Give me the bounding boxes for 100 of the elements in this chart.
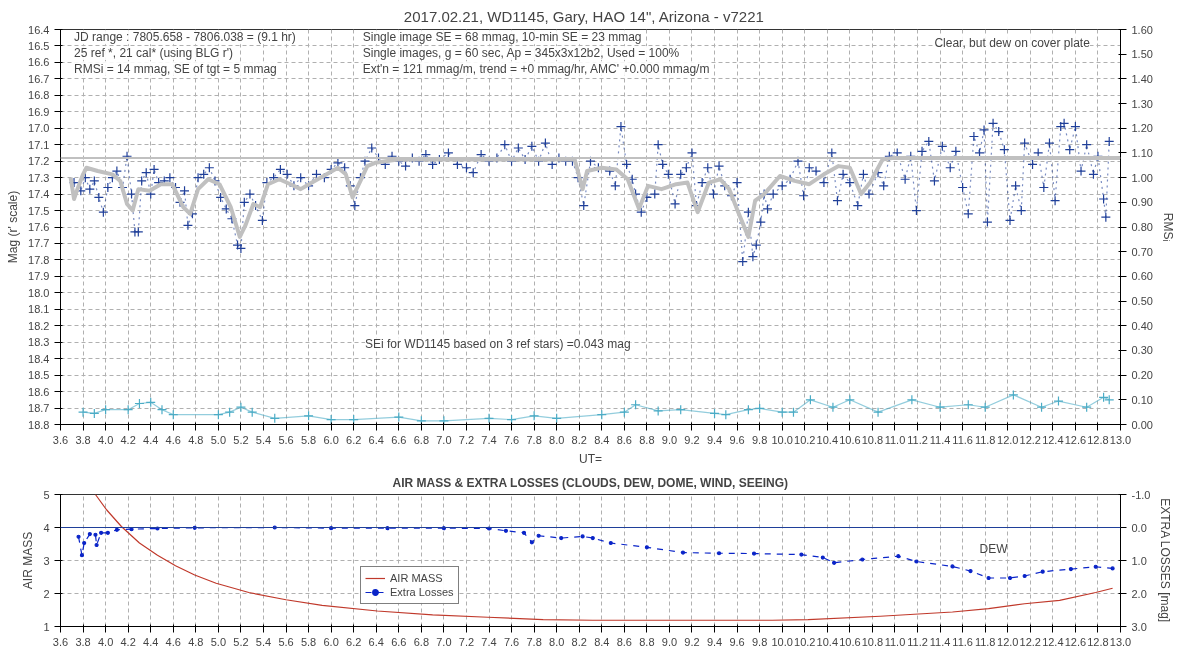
x-tick-label: 11.0 (884, 635, 906, 648)
y-tick-label: 17.2 (28, 155, 50, 168)
point (1110, 566, 1115, 571)
x-tick-label: 13.0 (1109, 433, 1132, 446)
y-tick-label: 16.4 (28, 23, 50, 36)
x-tick-label: 7.4 (481, 635, 497, 648)
y-tick-label: 5 (43, 488, 50, 501)
x-tick-label: 10.8 (861, 635, 884, 648)
annotation: JD range : 7805.658 - 7806.038 = (9.1 hr) (74, 30, 296, 45)
y-tick-label: 18.7 (28, 402, 50, 415)
x-tick-label: 7.8 (526, 635, 542, 648)
x-axis-title: UT= (579, 451, 603, 466)
point (536, 533, 541, 538)
x-tick-label: 10.2 (794, 433, 816, 446)
y2-tick-label: 1.60 (1131, 23, 1153, 36)
point (326, 414, 337, 425)
point (872, 407, 884, 418)
x-tick-label: 3.8 (75, 635, 91, 648)
y-tick-label: 1 (43, 620, 50, 633)
point (896, 554, 901, 559)
annotation: Single image SE = 68 mmag, 10-min SE = 23 mmag (362, 30, 642, 45)
point (438, 415, 449, 425)
x-tick-label: 12.4 (1042, 433, 1064, 446)
x-tick-label: 6.8 (413, 433, 429, 446)
x-tick-label: 5.2 (233, 635, 249, 648)
x-tick-label: 7.2 (458, 433, 475, 446)
point (99, 530, 104, 535)
y2-tick-label: 0.50 (1131, 295, 1153, 308)
y-tick-label: 18.3 (28, 336, 50, 349)
point (968, 568, 973, 574)
point (94, 542, 99, 548)
point (950, 564, 955, 569)
y-tick-label: 16.7 (28, 72, 50, 85)
x-tick-label: 11.6 (952, 433, 973, 446)
x-tick-label: 12.6 (1064, 433, 1087, 446)
x-tick-label: 9.0 (661, 635, 678, 648)
point (82, 540, 87, 546)
point (1008, 389, 1019, 400)
x-tick-label: 7.0 (436, 635, 452, 648)
point (235, 402, 247, 413)
x-tick-label: 9.4 (706, 433, 723, 446)
x-tick-label: 7.2 (458, 635, 475, 648)
x-tick-label: 11.2 (907, 433, 928, 446)
point (521, 530, 527, 535)
x-tick-label: 11.4 (929, 433, 951, 446)
y2-tick-label: 0.90 (1131, 196, 1153, 209)
point (799, 552, 804, 557)
x-tick-label: 10.6 (839, 433, 861, 446)
x-tick-label: 6.2 (346, 635, 362, 648)
x-tick-label: 10.0 (771, 635, 793, 648)
annotation: SEi for WD1145 based on 3 ref stars) =0.043 mag (364, 337, 631, 352)
x-tick-label: 4.6 (165, 635, 181, 648)
y-tick-label: 18.2 (28, 319, 50, 332)
x-tick-label: 9.8 (752, 635, 768, 648)
x-tick-label: 12.0 (997, 433, 1019, 446)
point (93, 532, 98, 537)
point (590, 535, 595, 541)
legend-label: Extra Losses (390, 585, 454, 599)
y2-tick-label: 0.20 (1131, 369, 1153, 382)
x-tick-label: 8.0 (549, 635, 565, 648)
y2-tick-label: 1.10 (1131, 146, 1153, 159)
x-tick-label: 8.6 (616, 635, 632, 648)
y2-axis-title: EXTRA LOSSES [mag] (1158, 498, 1173, 623)
y-tick-label: 17.0 (28, 122, 50, 135)
y2-tick-label: 1.40 (1131, 72, 1153, 85)
x-tick-label: 9.8 (752, 433, 768, 446)
x-tick-label: 12.2 (1019, 635, 1041, 648)
x-tick-label: 4.2 (120, 635, 136, 648)
x-tick-label: 3.6 (52, 635, 69, 648)
x-tick-label: 7.4 (481, 433, 497, 446)
point (934, 402, 946, 413)
x-tick-label: 6.8 (413, 635, 429, 648)
point (844, 394, 855, 405)
x-tick-label: 11.6 (952, 635, 973, 648)
point (860, 557, 865, 562)
point (580, 534, 585, 539)
point (114, 527, 119, 532)
x-tick-label: 5.8 (300, 433, 317, 446)
x-tick-label: 8.2 (571, 635, 587, 648)
point (653, 405, 664, 417)
x-tick-label: 6.6 (391, 433, 407, 446)
x-tick-label: 8.2 (571, 433, 587, 446)
x-tick-label: 8.4 (594, 433, 610, 446)
point (303, 410, 314, 421)
chart-title: AIR MASS & EXTRA LOSSES (CLOUDS, DEW, DOME, WIND, SEEING) (392, 475, 789, 490)
y-tick-label: 2 (43, 587, 50, 600)
point (483, 413, 495, 424)
point (906, 394, 917, 405)
x-tick-label: 5.0 (210, 433, 227, 446)
x-tick-label: 10.0 (771, 433, 793, 446)
point (503, 528, 509, 533)
point (1068, 566, 1073, 572)
x-tick-label: 8.8 (639, 433, 655, 446)
chart-title: 2017.02.21, WD1145, Gary, HAO 14", Arizona - v7221 (403, 7, 764, 25)
y2-tick-label: 1.0 (1131, 554, 1147, 567)
point (87, 532, 92, 537)
point (77, 407, 89, 418)
x-tick-label: 12.8 (1087, 433, 1109, 446)
point (716, 551, 722, 556)
x-tick-label: 9.4 (706, 635, 723, 648)
